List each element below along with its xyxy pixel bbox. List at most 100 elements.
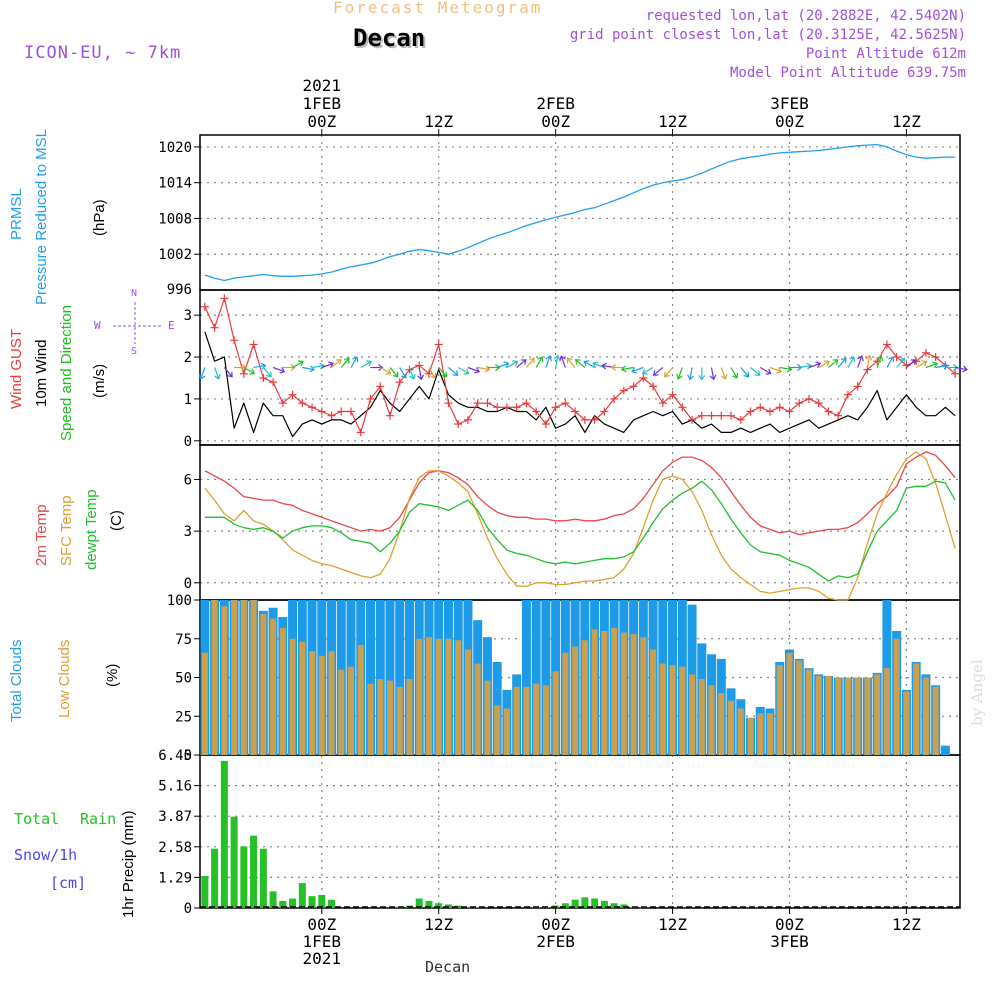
rain-bar xyxy=(240,846,248,908)
wind-direction-arrowhead xyxy=(720,373,728,380)
wind-direction-arrow xyxy=(477,366,490,371)
total-cloud-bar xyxy=(404,600,414,755)
wind-direction-arrow xyxy=(311,364,324,369)
wind-direction-arrowhead xyxy=(601,362,608,370)
wind-10m-line xyxy=(204,331,956,438)
low-cloud-bar xyxy=(630,634,637,755)
low-cloud-bar xyxy=(406,679,413,755)
low-cloud-bar xyxy=(260,613,267,755)
rain-bar xyxy=(561,903,569,908)
wind-direction-arrow xyxy=(292,360,304,369)
wind-direction-arrow xyxy=(750,367,761,376)
ytick-label-precip: 3.87 xyxy=(158,809,192,825)
low-cloud-bar xyxy=(416,638,423,755)
temp-unit-label: (C) xyxy=(108,510,125,531)
low-cloud-bar xyxy=(484,680,491,755)
low-cloud-bar xyxy=(211,600,218,755)
wind-direction-arrow xyxy=(720,367,726,379)
low-cloud-bar xyxy=(231,600,238,755)
time-label-top: 1FEB xyxy=(303,94,342,113)
low-cloud-bar xyxy=(854,677,861,755)
total-cloud-bar xyxy=(521,600,531,755)
time-label-top: 3FEB xyxy=(770,94,809,113)
rain-bar xyxy=(279,900,287,908)
wind-direction-arrowhead xyxy=(732,372,739,379)
wind-direction-arrowhead xyxy=(962,365,968,373)
wind-direction-arrowhead xyxy=(328,361,335,368)
wind-direction-arrowhead xyxy=(566,357,573,364)
wind-direction-arrow xyxy=(955,366,968,371)
wind-direction-arrowhead xyxy=(698,375,706,381)
low-cloud-bar xyxy=(786,652,793,755)
low-cloud-bar xyxy=(698,679,705,755)
wind-direction-arrowhead xyxy=(876,355,884,362)
time-label-bottom: 00Z xyxy=(775,915,804,934)
low-cloud-bar xyxy=(835,677,842,755)
rain-bar xyxy=(220,760,228,908)
ytick-label-clouds: 100 xyxy=(167,593,192,609)
wind-direction-arrow xyxy=(818,360,830,369)
wind-direction-arrow xyxy=(331,359,342,368)
wind-direction-arrow xyxy=(730,367,738,379)
wind-direction-arrowhead xyxy=(266,371,272,378)
wind-direction-arrow xyxy=(438,367,447,378)
low-cloud-bar xyxy=(669,665,676,755)
wind-direction-arrow xyxy=(243,366,255,375)
low-cloud-bar xyxy=(279,627,286,755)
wind-direction-arrow xyxy=(525,357,535,368)
ytick-label-wind: 0 xyxy=(184,434,192,450)
temp-sfc-label: SFC Temp xyxy=(58,495,75,566)
low-cloud-bar xyxy=(464,649,471,755)
rain-bar xyxy=(269,891,277,908)
wind-direction-arrowhead xyxy=(652,370,659,376)
wind-direction-arrow xyxy=(876,356,882,368)
low-cloud-bar xyxy=(874,674,881,755)
ytick-label-precip: 2.58 xyxy=(158,840,192,856)
wind-direction-arrow xyxy=(428,367,436,379)
watermark: by Angel xyxy=(968,659,986,726)
wind-direction-arrowhead xyxy=(743,371,750,378)
ytick-label-clouds: 25 xyxy=(175,709,192,725)
wind-direction-arrow xyxy=(847,356,855,368)
compass-south: S xyxy=(131,346,138,357)
wind-direction-arrowhead xyxy=(583,360,590,367)
precip-total-label: Total xyxy=(14,810,60,828)
point-altitude: Point Altitude 612m xyxy=(805,46,966,62)
wind-direction-arrowhead xyxy=(409,373,416,380)
low-cloud-bar xyxy=(796,660,803,755)
wind-direction-arrow xyxy=(592,362,605,369)
wind-direction-arrow xyxy=(302,366,315,371)
wind-direction-arrow xyxy=(379,366,391,375)
low-cloud-bar xyxy=(494,705,501,755)
wind-direction-arrowhead xyxy=(335,359,342,365)
total-cloud-bar xyxy=(375,600,385,755)
wind-direction-arrowhead xyxy=(520,359,527,365)
low-cloud-bar xyxy=(689,674,696,755)
wind-direction-arrowhead xyxy=(495,364,501,371)
low-cloud-bar xyxy=(572,646,579,755)
compass-east: E xyxy=(168,319,175,332)
low-cloud-bar xyxy=(425,637,432,755)
low-cloud-bar xyxy=(825,675,832,755)
wind-direction-arrowhead xyxy=(430,372,437,379)
low-cloud-bar xyxy=(893,638,900,755)
wind-direction-arrowhead xyxy=(512,360,519,367)
wind-direction-arrowhead xyxy=(824,360,830,367)
low-cloud-bar xyxy=(221,606,228,755)
time-label-bottom: 2021 xyxy=(303,949,342,968)
wind-direction-arrowhead xyxy=(559,355,566,362)
prmsl-label: PRMSL xyxy=(8,188,25,240)
low-cloud-bar xyxy=(737,708,744,755)
low-cloud-bar xyxy=(338,669,345,755)
temp-dewpt-label: dewpt Temp xyxy=(83,489,100,570)
wind-direction-arrow xyxy=(759,366,771,375)
low-cloud-bar xyxy=(270,618,277,755)
wind-direction-arrowhead xyxy=(840,357,847,364)
wind-direction-arrowhead xyxy=(463,368,470,375)
precip-snow-label: Snow/1h xyxy=(14,846,78,864)
wind-direction-arrowhead xyxy=(765,368,772,375)
wind-direction-arrow xyxy=(566,357,576,368)
time-label-bottom: 12Z xyxy=(658,915,687,934)
wind-direction-arrowhead xyxy=(910,359,917,365)
wind-direction-arrow xyxy=(740,367,749,378)
